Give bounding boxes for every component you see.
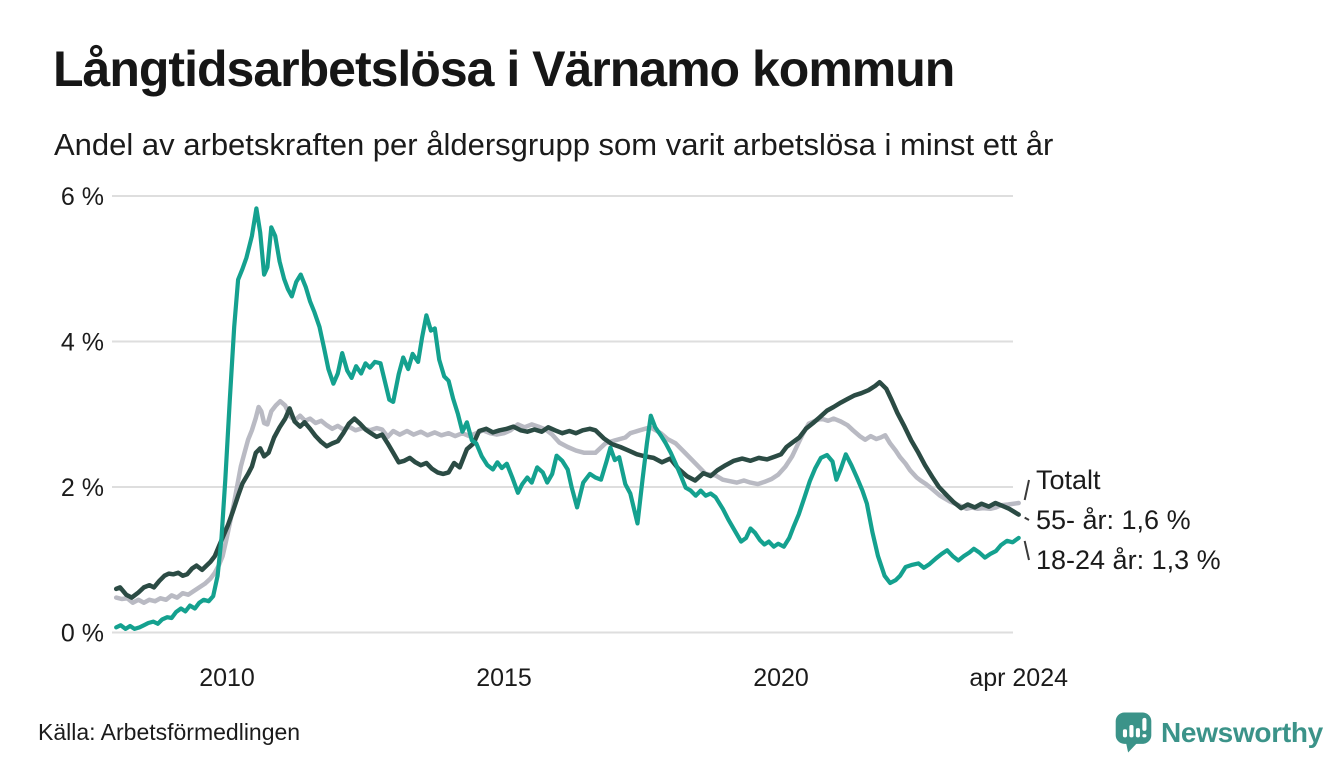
x-tick-label-apr 2024: apr 2024	[969, 664, 1068, 692]
newsworthy-brand-link[interactable]: Newsworthy	[1115, 712, 1323, 753]
x-tick-label-2020: 2020	[753, 664, 809, 692]
newsworthy-logo-icon	[1115, 712, 1152, 753]
y-tick-label-0: 0 %	[61, 620, 104, 648]
series-line-18-24-r	[114, 206, 1021, 632]
legend-leader-0	[1023, 479, 1030, 501]
legend-label-totalt: Totalt	[1036, 465, 1101, 495]
y-tick-label-4: 4 %	[61, 329, 104, 357]
legend-leader-1	[1024, 516, 1030, 521]
legend-leader-2	[1023, 540, 1030, 561]
newsworthy-wordmark: Newsworthy	[1161, 716, 1323, 748]
legend-label-55-r: 55- år: 1,6 %	[1036, 505, 1191, 535]
series-line-55-r	[113, 379, 1021, 600]
page-title: Långtidsarbetslösa i Värnamo kommun	[53, 41, 955, 97]
x-tick-label-2015: 2015	[476, 664, 532, 692]
x-tick-label-2010: 2010	[199, 664, 255, 692]
legend-label-18-24-r: 18-24 år: 1,3 %	[1036, 545, 1221, 575]
y-tick-label-2: 2 %	[61, 474, 104, 502]
series-line-totalt	[113, 398, 1021, 605]
source-note: Källa: Arbetsförmedlingen	[38, 719, 301, 745]
chart-subtitle: Andel av arbetskraften per åldersgrupp s…	[54, 127, 1054, 162]
y-tick-label-6: 6 %	[61, 183, 104, 211]
